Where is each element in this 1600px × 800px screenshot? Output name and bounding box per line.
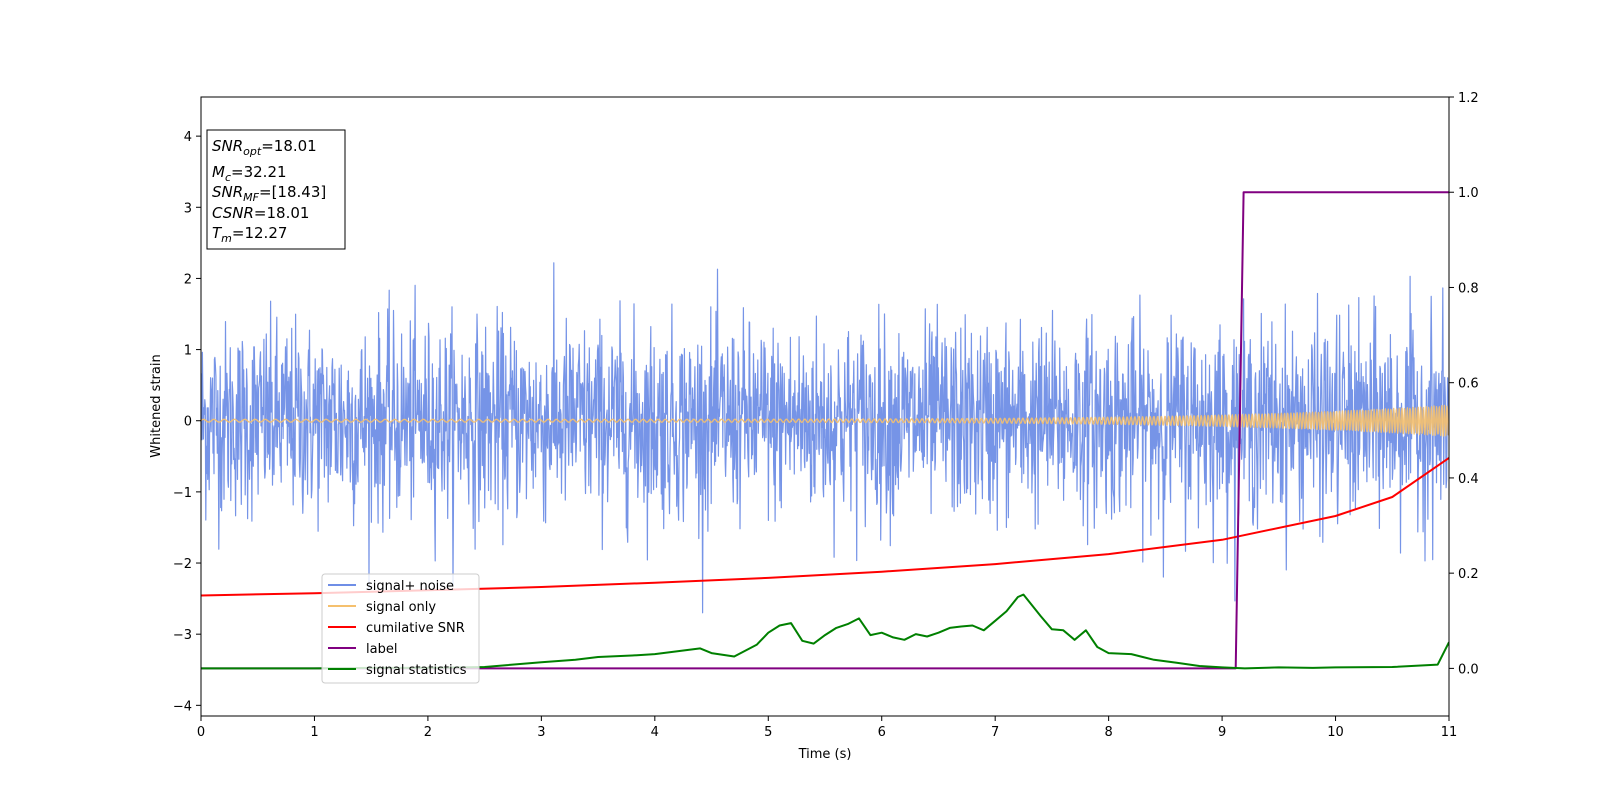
x-tick-label: 9 — [1218, 725, 1226, 740]
x-tick-label: 11 — [1441, 725, 1458, 740]
series-line-3 — [201, 191, 1449, 670]
y-left-tick-label: 0 — [184, 415, 192, 430]
info-line: Mc=32.21 — [212, 163, 287, 184]
legend-label: cumilative SNR — [366, 621, 465, 636]
y-left-tick-label: −4 — [173, 699, 192, 714]
legend-label: signal only — [366, 600, 436, 615]
series-line-1 — [201, 404, 1449, 437]
y-right-tick-label: 0.2 — [1458, 567, 1479, 582]
y-left-tick-label: −2 — [173, 557, 192, 572]
x-tick-label: 5 — [764, 725, 772, 740]
legend-label: signal+ noise — [366, 579, 454, 594]
info-line: Tm=12.27 — [212, 224, 287, 245]
info-line: SNRMF=[18.43] — [212, 183, 326, 204]
y-left-tick-label: −1 — [173, 486, 192, 501]
x-tick-label: 4 — [651, 725, 659, 740]
legend: signal+ noise signal only cumilative SNR la… — [321, 573, 480, 684]
x-tick-label: 8 — [1104, 725, 1112, 740]
y-right-tick-label: 0.4 — [1458, 472, 1479, 487]
x-tick-label: 0 — [197, 725, 205, 740]
y-right-tick-label: 1.2 — [1458, 91, 1479, 106]
y-right-tick-label: 0.6 — [1458, 377, 1479, 392]
y-left-tick-label: 2 — [184, 272, 192, 287]
info-line: SNRopt=18.01 — [212, 137, 317, 158]
series-line-4 — [201, 593, 1449, 670]
y-left-tick-label: 3 — [184, 201, 192, 216]
y-axis-label: Whitened strain — [149, 354, 164, 457]
x-axis-label: Time (s) — [798, 747, 852, 762]
y-left-tick-label: −3 — [173, 628, 192, 643]
plot-frame — [200, 96, 1450, 717]
info-box: SNRopt=18.01 Mc=32.21SNRMF=[18.43]CSNR=18… — [206, 129, 346, 250]
legend-frame — [321, 573, 480, 684]
ticks-layer: 0 1 2 3 4 5 6 7 8 9 10 11 −4 −3 −2 −1 0 1 2 3 4 0.0 0.2 0.4 0.6 0… — [173, 91, 1479, 740]
x-tick-label: 2 — [424, 725, 432, 740]
legend-label: label — [366, 642, 397, 657]
x-tick-label: 1 — [310, 725, 318, 740]
x-tick-label: 3 — [537, 725, 545, 740]
y-right-tick-label: 1.0 — [1458, 186, 1479, 201]
x-tick-label: 7 — [991, 725, 999, 740]
x-tick-label: 10 — [1327, 725, 1344, 740]
info-line: CSNR=18.01 — [212, 204, 309, 222]
y-left-tick-label: 4 — [184, 130, 192, 145]
series-line-0 — [201, 262, 1449, 614]
y-right-tick-label: 0.8 — [1458, 281, 1479, 296]
legend-label: signal statistics — [366, 663, 467, 678]
y-right-tick-label: 0.0 — [1458, 662, 1479, 677]
x-tick-label: 6 — [878, 725, 886, 740]
y-left-tick-label: 1 — [184, 344, 192, 359]
info-box-frame — [206, 129, 346, 250]
